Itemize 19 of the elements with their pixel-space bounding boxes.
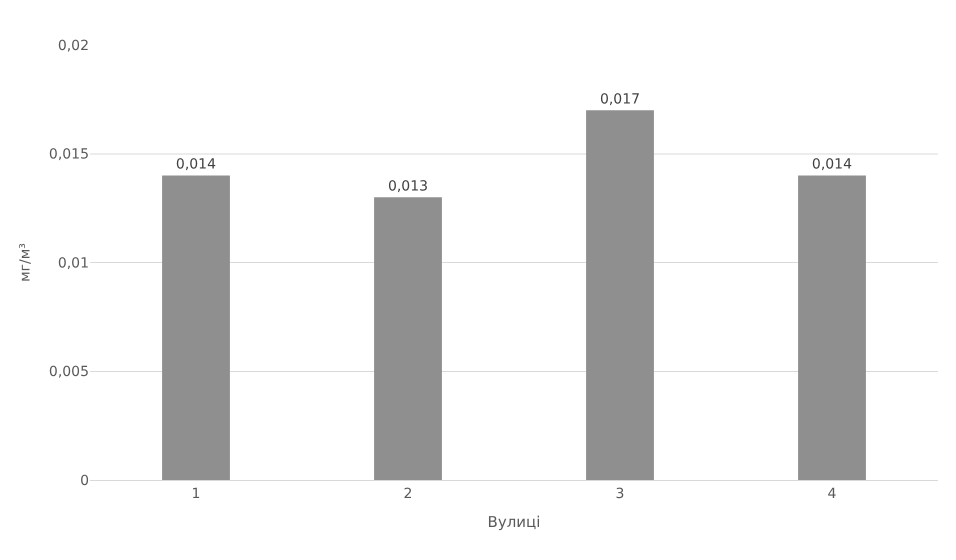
data-label: 0,017 xyxy=(600,91,640,108)
y-tick-label: 0,02 xyxy=(58,38,89,54)
x-tick-label: 3 xyxy=(616,486,624,502)
bar xyxy=(586,110,654,480)
y-axis-title: мг/м³ xyxy=(18,243,34,282)
bar xyxy=(798,176,866,480)
y-tick-label: 0,015 xyxy=(48,146,89,163)
data-label: 0,014 xyxy=(812,156,852,172)
data-label: 0,013 xyxy=(388,178,428,194)
x-tick-label: 1 xyxy=(192,486,200,502)
y-tick-label: 0,01 xyxy=(58,255,89,272)
bar xyxy=(374,197,442,480)
y-tick-label: 0,005 xyxy=(48,364,89,380)
x-tick-label: 2 xyxy=(404,486,412,502)
x-tick-label: 4 xyxy=(828,486,837,502)
y-tick-label: 0 xyxy=(80,472,89,489)
x-axis-title: Вулиці xyxy=(488,512,540,531)
data-label: 0,014 xyxy=(176,156,216,172)
bar xyxy=(162,176,230,480)
